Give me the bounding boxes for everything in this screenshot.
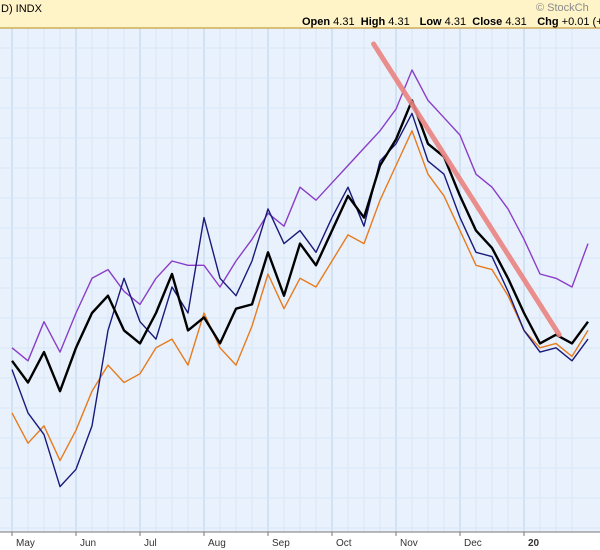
x-axis: May Jun Jul Aug Sep Oct Nov Dec 20 bbox=[0, 531, 600, 550]
ohlc-high: High 4.31 bbox=[361, 16, 410, 28]
trendline bbox=[371, 41, 562, 338]
ohlc-low: Low 4.31 bbox=[420, 16, 466, 28]
annotations bbox=[371, 41, 562, 338]
series-line-black bbox=[11, 99, 589, 393]
ohlc-chg: Chg +0.01 (+0 bbox=[537, 16, 600, 28]
x-tick-label: Dec bbox=[464, 538, 482, 549]
series-line-navy bbox=[11, 112, 589, 488]
series-line-purple bbox=[11, 69, 589, 362]
x-tick-label: Sep bbox=[272, 538, 290, 549]
grid-lines bbox=[0, 28, 600, 532]
axis-background bbox=[0, 532, 600, 550]
ohlc-close: Close 4.31 bbox=[472, 16, 526, 28]
series-line-orange bbox=[11, 130, 589, 462]
x-tick-label: Nov bbox=[400, 538, 418, 549]
series-lines bbox=[11, 69, 589, 488]
x-tick-label: Jun bbox=[80, 538, 96, 549]
x-tick-label: 20 bbox=[528, 538, 540, 549]
x-tick-label: Oct bbox=[336, 538, 352, 549]
header-background bbox=[0, 0, 600, 28]
x-tick-label: Aug bbox=[208, 538, 226, 549]
x-tick-label: May bbox=[16, 538, 35, 549]
x-tick-label: Jul bbox=[144, 538, 157, 549]
watermark: © StockCh bbox=[536, 2, 589, 14]
header-bar: D) INDX © StockCh Open 4.31 High 4.31 Low 4.… bbox=[0, 0, 600, 29]
symbol-label: D) INDX bbox=[1, 3, 43, 15]
ohlc-open: Open 4.31 bbox=[302, 16, 355, 28]
